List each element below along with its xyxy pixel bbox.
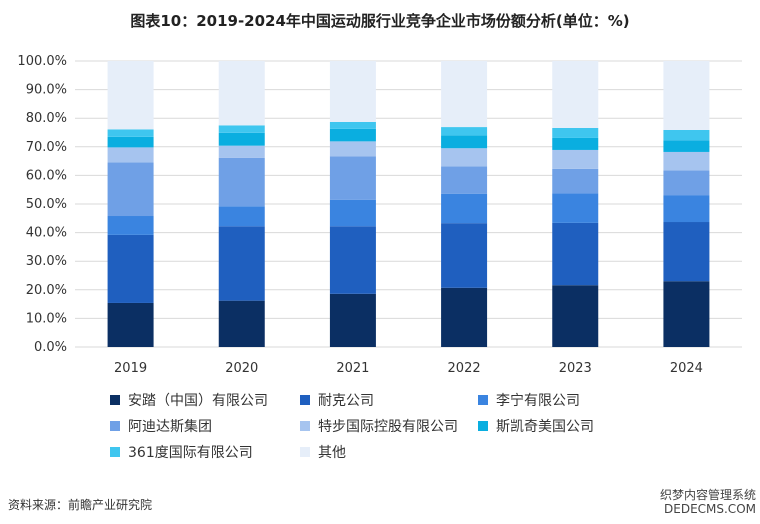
legend-swatch [478,395,488,405]
bar-segment [329,226,376,294]
legend-label: 特步国际控股有限公司 [318,419,458,435]
legend-item: 李宁有限公司 [478,390,580,410]
bar-segment [441,127,488,136]
bar-segment [107,147,154,163]
bar-segment [329,199,376,227]
legend-label: 李宁有限公司 [496,393,580,409]
bar-segment [552,168,599,194]
y-tick-label: 60.0% [26,168,67,183]
bar-segment [218,300,265,347]
bar-segment [552,222,599,286]
bar-segment [218,132,265,146]
bar-segment [107,216,154,235]
y-tick-label: 100.0% [17,54,67,69]
bar-segment [663,195,710,223]
bar-segment [552,137,599,150]
bar-segment [552,149,599,169]
bar-segment [441,61,488,128]
y-tick-label: 10.0% [26,311,67,326]
bar-segment [107,61,154,130]
legend-item: 阿迪达斯集团 [110,416,212,436]
legend-item: 特步国际控股有限公司 [300,416,458,436]
legend-label: 斯凯奇美国公司 [496,419,594,435]
bar-segment [441,287,488,347]
bar-segment [107,136,154,148]
bar-segment [107,302,154,347]
legend-swatch [110,447,120,457]
legend-label: 361度国际有限公司 [128,445,253,461]
bar-segment [441,193,488,224]
legend-swatch [300,395,310,405]
bar-segment [218,61,265,126]
bar-segment [552,193,599,223]
x-tick-label: 2021 [336,361,369,376]
chart-title: 图表10：2019-2024年中国运动服行业竞争企业市场份额分析(单位：%) [130,12,630,30]
source-note: 资料来源：前瞻产业研究院 [8,498,153,512]
bar-segment [441,135,488,149]
watermark-line1: 织梦内容管理系统 [659,488,756,502]
bar-segment [329,141,376,157]
bar-segment [329,128,376,142]
bar-segment [552,285,599,347]
bar-segment [329,61,376,122]
x-tick-label: 2024 [670,361,703,376]
x-tick-label: 2022 [448,361,481,376]
bar-segment [441,223,488,288]
watermark: 织梦内容管理系统 DEDECMS.COM [660,488,756,516]
bar-segment [663,129,710,141]
legend-label: 耐克公司 [318,393,374,409]
bar-segment [218,226,265,301]
x-tick-label: 2020 [225,361,258,376]
y-tick-label: 40.0% [26,226,67,241]
watermark-line2: DEDECMS.COM [664,502,756,516]
legend-swatch [478,421,488,431]
y-tick-label: 90.0% [26,83,67,98]
legend-swatch [110,395,120,405]
bar-segment [329,156,376,200]
legend-item: 361度国际有限公司 [110,442,253,462]
bar-segment [441,166,488,194]
bar-segment [107,162,154,217]
legend-item: 耐克公司 [300,390,374,410]
stacked-bar-chart: 0.0% 10.0% 20.0% 30.0% 40.0% 50.0% 60.0% 70.0% 8… [17,54,742,376]
y-tick-label: 0.0% [34,340,67,355]
legend-item: 其他 [300,442,346,462]
legend-swatch [110,421,120,431]
bar-segment [107,129,154,137]
x-tick-label: 2023 [559,361,592,376]
bar-segment [552,127,599,138]
bar-segment [329,121,376,129]
bar-segment [218,157,265,207]
bar-segment [663,61,710,130]
bar-segment [218,125,265,133]
y-tick-label: 80.0% [26,111,67,126]
legend-label: 阿迪达斯集团 [128,419,212,435]
legend-swatch [300,421,310,431]
bar-segment [663,151,710,171]
bar-segment [218,206,265,227]
bar-segment [663,281,710,347]
bar-segment [218,145,265,158]
y-tick-label: 20.0% [26,283,67,298]
legend-label: 安踏（中国）有限公司 [128,393,268,409]
legend-item: 安踏（中国）有限公司 [110,390,268,410]
x-tick-label: 2019 [114,361,147,376]
bar-segment [663,170,710,196]
bar-segment [441,148,488,167]
bar-segment [663,222,710,282]
y-tick-label: 70.0% [26,140,67,155]
legend-label: 其他 [318,445,346,461]
bar-segment [329,293,376,347]
legend-swatch [300,447,310,457]
bar-segment [107,234,154,303]
y-tick-label: 50.0% [26,197,67,212]
legend-item: 斯凯奇美国公司 [478,416,594,436]
bar-segment [663,140,710,152]
bar-segment [552,61,599,128]
y-tick-label: 30.0% [26,254,67,269]
